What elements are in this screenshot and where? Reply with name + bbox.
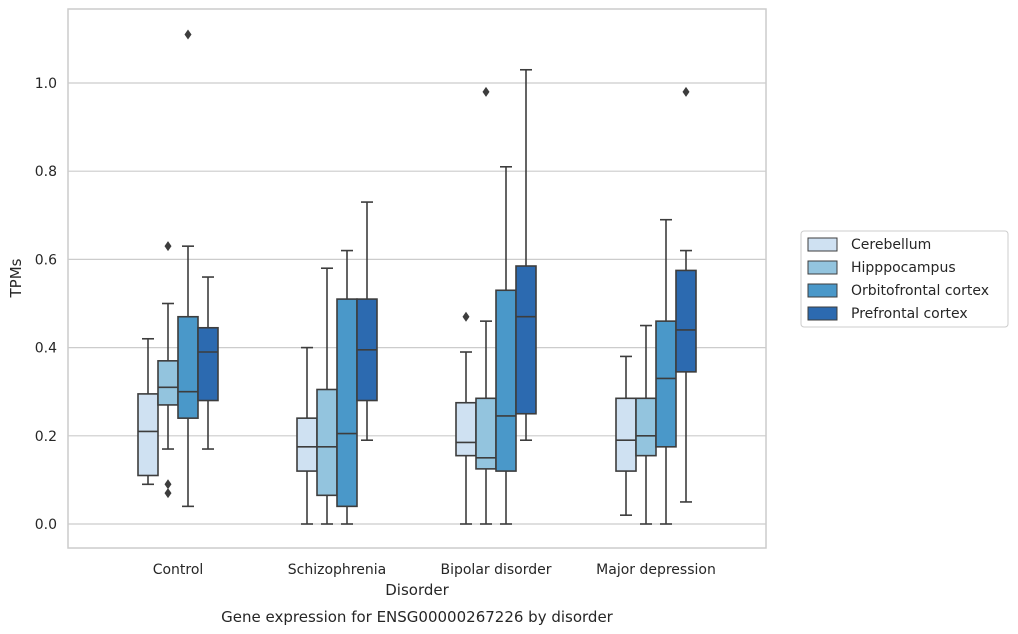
box-prefrontal-cortex [197,276,219,450]
legend-entry-label: Cerebellum [851,237,931,253]
box-iqr [177,315,199,419]
y-axis-label: TPMs [7,258,25,298]
y-tick-label: 0.4 [35,341,57,357]
box-iqr [137,393,159,477]
box-iqr [296,417,318,472]
box-prefrontal-cortex [675,86,697,503]
x-tick-labels: Control Schizophrenia Bipolar disorder Majo… [153,562,716,578]
plot-frame [67,8,767,549]
outlier-point [682,86,690,97]
outlier-point [164,479,172,490]
box-orbitofrontal-cortex [177,29,199,508]
legend-swatch [807,260,838,275]
outlier-point [482,86,490,97]
box-iqr [615,397,637,472]
legend: Cerebellum Hipppocampus Orbitofrontal cort… [800,230,1009,328]
x-tick-label: Schizophrenia [288,562,386,578]
box-cerebellum [137,337,159,486]
x-tick-label: Control [153,562,204,578]
box-iqr [316,388,338,497]
box-iqr [336,298,358,508]
y-tick-label: 0.8 [35,164,57,180]
legend-swatch [807,283,838,298]
box-orbitofrontal-cortex [655,218,677,525]
x-axis-label: Disorder [385,581,449,599]
outlier-point [164,488,172,499]
box-hipppocampus [475,86,497,525]
box-iqr [635,397,657,457]
box-iqr [197,326,219,402]
y-tick-label: 1.0 [35,76,57,92]
y-tick-labels: 0.0 0.2 0.4 0.6 0.8 1.0 [35,76,57,533]
box-iqr [675,269,697,373]
legend-entry-label: Orbitofrontal cortex [851,283,989,299]
chart-caption: Gene expression for ENSG00000267226 by d… [221,608,614,626]
y-tick-label: 0.6 [35,252,57,268]
y-tick-label: 0.0 [35,517,57,533]
legend-entry-label: Prefrontal cortex [851,306,968,322]
legend-frame [800,230,1009,328]
box-prefrontal-cortex [356,201,378,442]
box-iqr [515,265,537,415]
y-tick-label: 0.2 [35,429,57,445]
box-orbitofrontal-cortex [336,249,358,525]
box-hipppocampus [316,267,338,525]
legend-swatch [807,237,838,252]
box-hipppocampus [635,324,657,525]
box-cerebellum [455,311,477,525]
x-tick-label: Major depression [596,562,716,578]
box-prefrontal-cortex [515,68,537,442]
legend-entry-label: Hipppocampus [851,260,956,276]
outlier-point [462,311,470,322]
x-tick-label: Bipolar disorder [440,562,551,578]
box-iqr [655,320,677,448]
legend-swatch [807,306,838,321]
outlier-point [184,29,192,40]
outlier-point [164,241,172,252]
box-iqr [455,401,477,457]
boxes [137,29,697,525]
box-iqr [157,360,179,406]
box-iqr [495,289,517,472]
